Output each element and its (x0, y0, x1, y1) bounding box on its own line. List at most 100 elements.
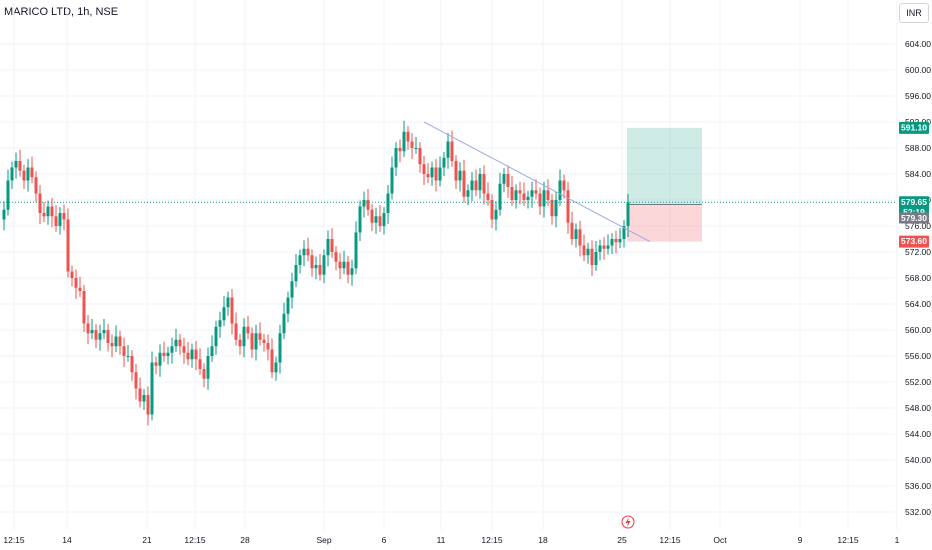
candle-down (426, 174, 430, 178)
event-marker[interactable] (621, 515, 635, 529)
candle-down (182, 346, 186, 353)
candle-up (610, 239, 614, 246)
candle-down (454, 161, 458, 181)
candle-up (274, 362, 278, 373)
candle-down (518, 190, 522, 194)
candle-up (514, 190, 518, 200)
last-price-label-text: 579.65 (901, 197, 927, 207)
candle-down (106, 330, 110, 343)
candle-down (258, 333, 262, 340)
price-axis[interactable]: 532.00 536.00 540.00 544.00 548.00 552.00 556.… (905, 39, 931, 517)
candle-up (386, 193, 390, 213)
candle-down (234, 323, 238, 340)
candle-down (94, 330, 98, 340)
candle-up (206, 356, 210, 379)
candle-down (22, 170, 26, 181)
candle-up (382, 213, 386, 226)
candle-down (130, 356, 134, 373)
candle-up (598, 245, 602, 252)
time-axis[interactable]: 12:15 14 21 12:15 28 Sep 6 11 12:15 18 25 12:15 Oct 9… (3, 535, 899, 545)
candle-up (394, 148, 398, 168)
candle-up (174, 339, 178, 347)
time-tick-label: 28 (240, 535, 250, 545)
time-tick-label: 21 (142, 535, 152, 545)
time-tick-label: 12:15 (3, 535, 25, 545)
time-tick-label: 12:15 (481, 535, 503, 545)
candle-down (118, 336, 122, 347)
candle-up (430, 167, 434, 178)
candle-down (270, 349, 274, 373)
trendline[interactable] (423, 121, 651, 243)
candle-down (198, 359, 202, 369)
candle-down (510, 187, 514, 200)
price-tick-label: 576.00 (905, 221, 931, 231)
price-tick-label: 544.00 (905, 429, 931, 439)
candle-down (134, 372, 138, 389)
candle-up (98, 333, 102, 340)
candle-up (494, 209, 498, 220)
candle-down (566, 190, 570, 223)
candle-down (78, 287, 82, 291)
candle-up (242, 326, 246, 347)
price-tick-label: 552.00 (905, 377, 931, 387)
candle-down (570, 222, 574, 239)
target-price-label: 591.10 (899, 121, 929, 134)
candle-up (218, 320, 222, 327)
candle-up (298, 255, 302, 265)
currency-selector[interactable]: INR (899, 3, 929, 23)
candle-up (294, 265, 298, 282)
candle-up (226, 297, 230, 308)
candle-up (26, 167, 30, 181)
candle-up (286, 297, 290, 314)
candle-down (366, 200, 370, 210)
candle-up (594, 252, 598, 265)
price-tick-label: 548.00 (905, 403, 931, 413)
candle-down (310, 255, 314, 269)
candle-up (466, 190, 470, 197)
candle-up (606, 245, 610, 249)
chart-grid (0, 0, 898, 530)
candle-up (526, 196, 530, 200)
candle-down (42, 213, 46, 217)
candle-up (58, 213, 62, 226)
price-tick-label: 600.00 (905, 65, 931, 75)
long-position-tool[interactable] (627, 127, 702, 242)
candle-up (10, 167, 14, 181)
candle-up (442, 157, 446, 168)
candle-down (418, 148, 422, 165)
time-tick-label: 11 (437, 535, 446, 545)
candle-down (82, 291, 86, 324)
candle-down (490, 200, 494, 220)
profit-zone[interactable] (627, 127, 702, 205)
candle-up (470, 180, 474, 191)
candle-down (318, 265, 322, 275)
candle-up (354, 232, 358, 269)
candle-up (554, 200, 558, 217)
candle-up (254, 333, 258, 350)
candle-up (102, 330, 106, 334)
price-tick-label: 588.00 (905, 143, 931, 153)
stop-price-label-text: 573.60 (901, 236, 927, 246)
candle-down (462, 170, 466, 197)
time-tick-label: 12:15 (837, 535, 859, 545)
loss-zone[interactable] (627, 204, 702, 242)
candle-up (326, 239, 330, 256)
candle-up (90, 330, 94, 334)
candle-up (142, 395, 146, 402)
candle-up (170, 346, 174, 353)
candle-down (86, 323, 90, 334)
candle-up (222, 307, 226, 321)
candle-down (154, 362, 158, 366)
price-tick-label: 604.00 (905, 39, 931, 49)
entry-price-label-text: 579.30 (901, 213, 927, 223)
candle-down (346, 261, 350, 275)
candle-up (350, 268, 354, 275)
candle-up (530, 190, 534, 197)
candle-down (146, 395, 150, 415)
chart-overlays (0, 121, 895, 243)
candle-up (126, 356, 130, 357)
candle-up (358, 206, 362, 233)
candle-down (74, 278, 78, 288)
candle-down (330, 239, 334, 252)
